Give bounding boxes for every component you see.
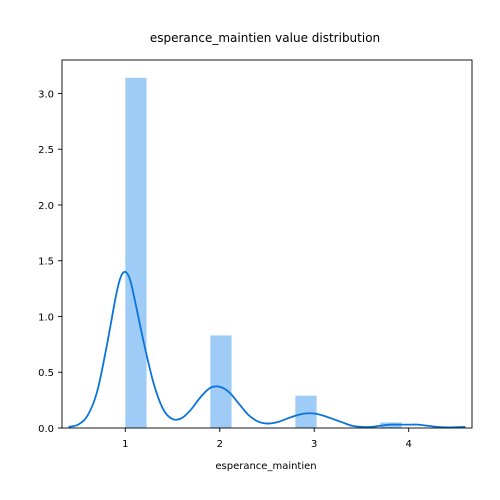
histogram-bar	[210, 335, 232, 428]
x-axis-ticks: 1 2 3 4	[122, 428, 412, 450]
x-tick-label: 2	[217, 439, 223, 450]
y-axis-ticks: 0.0 0.5 1.0 1.5 2.0 2.5 3.0	[38, 89, 62, 435]
y-tick-label: 0.5	[38, 368, 54, 379]
chart-title: esperance_maintien value distribution	[150, 31, 380, 45]
histogram-bar	[295, 395, 317, 428]
y-tick-label: 0.0	[38, 424, 54, 435]
x-tick-label: 4	[406, 439, 412, 450]
plot-frame	[61, 59, 473, 429]
histogram-bar	[125, 77, 147, 429]
y-tick-label: 3.0	[38, 89, 54, 100]
y-tick-label: 2.0	[38, 201, 54, 212]
x-tick-label: 1	[122, 439, 128, 450]
x-tick-label: 3	[311, 439, 317, 450]
x-axis-label: esperance_maintien	[215, 461, 316, 472]
density-curve-layer	[68, 270, 466, 429]
histogram-bars	[125, 77, 402, 429]
y-tick-label: 1.0	[38, 312, 54, 323]
axes-frame	[61, 59, 473, 429]
density-curve	[68, 270, 466, 429]
y-tick-label: 2.5	[38, 145, 54, 156]
y-tick-label: 1.5	[38, 257, 54, 268]
